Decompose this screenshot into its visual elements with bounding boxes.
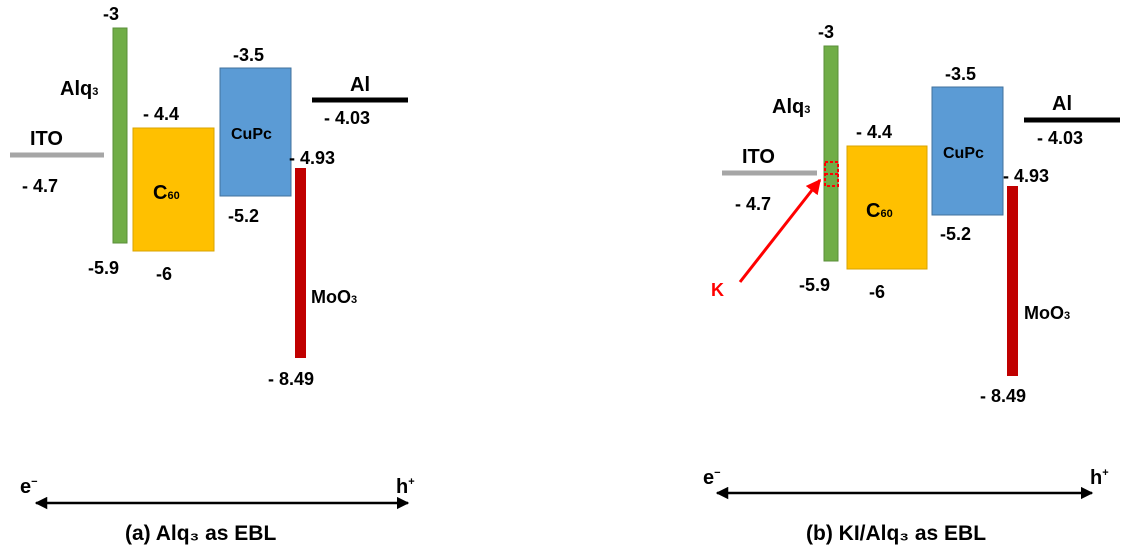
moo3-bar [295,168,306,358]
cupc-box [219,67,292,197]
c60-label: C60 [866,200,893,222]
alq3-lumo-label: -3 [103,4,119,24]
c60-label: C60 [153,182,180,204]
c60-box [132,127,215,252]
electron-label: e− [20,476,38,498]
alq3-homo-label: -5.9 [799,275,830,295]
c60-box [846,145,928,270]
moo3-label: MoO3 [1024,303,1070,323]
c60-lumo-label: - 4.4 [856,122,892,142]
alq3-bar [112,27,128,244]
al-level-label: - 4.03 [324,108,370,128]
ito-level-label: - 4.7 [22,176,58,196]
cupc-homo-label: -5.2 [228,206,259,226]
al-level-label: - 4.03 [1037,128,1083,148]
hole-label: h+ [1090,467,1109,489]
cupc-label: CuPc [943,145,984,162]
c60-homo-label: -6 [869,282,885,302]
panel-a: ITO - 4.7 Alq3 -3 -5.9 C60 - 4.4 -6 CuPc… [10,4,415,545]
moo3-bar [1007,186,1018,376]
al-label: Al [350,74,370,96]
moo3-lumo-label: - 4.93 [1003,166,1049,186]
k-label: K [711,280,724,300]
caption-a: (a) Alq₃ as EBL [125,522,276,545]
panel-b: ITO - 4.7 Alq3 -3 -5.9 K C60 - 4.4 -6 Cu… [703,22,1120,545]
cupc-lumo-label: -3.5 [233,45,264,65]
hole-label: h+ [396,476,415,498]
alq3-bar [823,45,839,262]
ito-level-label: - 4.7 [735,194,771,214]
c60-homo-label: -6 [156,264,172,284]
moo3-label: MoO3 [311,287,357,307]
c60-lumo-label: - 4.4 [143,104,179,124]
alq3-homo-label: -5.9 [88,258,119,278]
moo3-homo-label: - 8.49 [980,386,1026,406]
cupc-label: CuPc [231,126,272,143]
al-label: Al [1052,93,1072,115]
ito-label: ITO [30,128,63,150]
cupc-box [931,86,1004,216]
moo3-homo-label: - 8.49 [268,369,314,389]
electron-label: e− [703,467,721,489]
k-arrow [738,178,822,283]
alq3-label: Alq3 [772,96,810,118]
alq3-label: Alq3 [60,78,98,100]
alq3-lumo-label: -3 [818,22,834,42]
ito-label: ITO [742,146,775,168]
cupc-homo-label: -5.2 [940,224,971,244]
moo3-lumo-label: - 4.93 [289,148,335,168]
cupc-lumo-label: -3.5 [945,64,976,84]
caption-b: (b) KI/Alq₃ as EBL [806,522,986,545]
